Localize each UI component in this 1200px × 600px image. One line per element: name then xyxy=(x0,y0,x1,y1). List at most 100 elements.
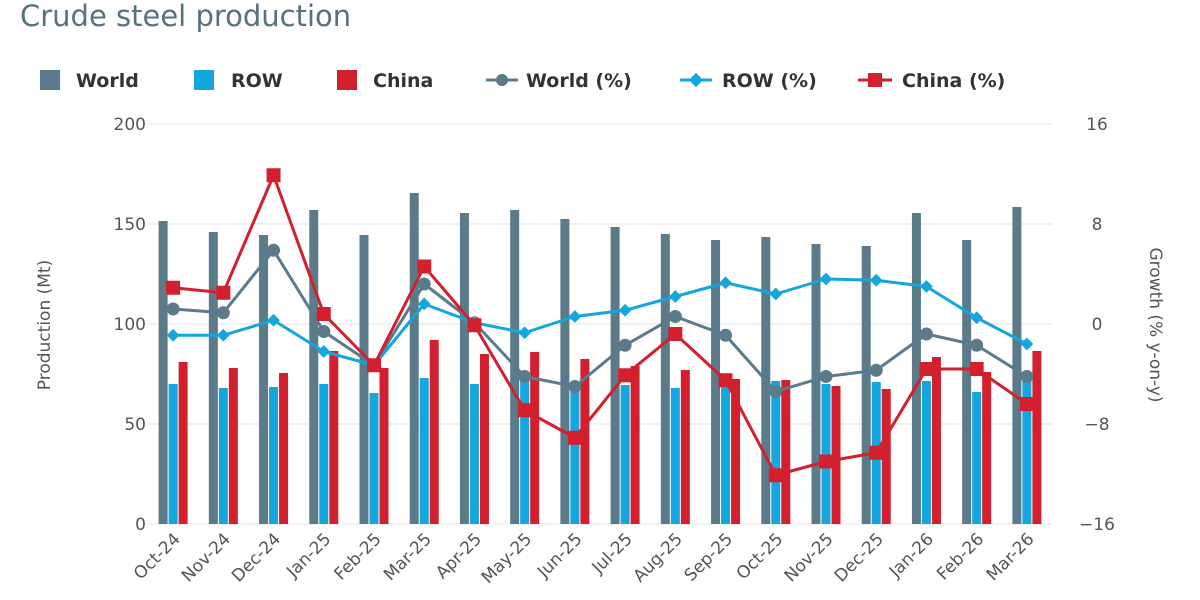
marker-world-pct-may-25 xyxy=(518,370,532,383)
marker-china-pct-oct-25 xyxy=(768,468,783,483)
y-axis-left-ticks: 0 50 100 150 200 xyxy=(114,115,146,535)
marker-row-pct-nov-25 xyxy=(819,272,833,286)
line-world-pct xyxy=(172,248,1028,393)
line-row-pct xyxy=(173,277,1028,367)
bar-china-jun-25 xyxy=(580,359,590,524)
bar-world-dec-24 xyxy=(259,235,269,524)
x-axis-ticks: Oct-24Nov-24Dec-24Jan-25Feb-25Mar-25Apr-… xyxy=(130,529,1038,587)
bar-row-oct-24 xyxy=(168,384,178,524)
legend-swatch-row xyxy=(194,70,214,90)
marker-world-pct-aug-25 xyxy=(668,310,682,323)
bar-world-feb-25 xyxy=(359,235,369,524)
bar-world-apr-25 xyxy=(459,213,469,524)
bar-china-mar-25 xyxy=(429,340,439,524)
marker-row-pct-oct-24 xyxy=(166,328,180,342)
marker-world-pct-sep-25 xyxy=(719,328,733,342)
legend-marker-world-pct xyxy=(496,74,508,86)
legend-item-china[interactable]: China xyxy=(337,70,433,92)
marker-world-pct-nov-24 xyxy=(216,306,230,320)
marker-china-pct-aug-25 xyxy=(668,327,683,341)
marker-china-pct-jun-25 xyxy=(567,430,582,445)
bar-row-dec-24 xyxy=(269,387,279,524)
marker-world-pct-mar-26 xyxy=(1020,370,1034,383)
bar-world-aug-25 xyxy=(660,234,670,524)
bar-world-mar-26 xyxy=(1012,207,1022,524)
x-tick-label: Oct-24 xyxy=(130,529,185,584)
lines xyxy=(166,168,1034,483)
marker-world-pct-feb-26 xyxy=(970,338,984,352)
y-left-tick-label: 50 xyxy=(124,415,146,435)
bar-china-jan-25 xyxy=(329,351,339,524)
bar-row-mar-26 xyxy=(1022,379,1032,524)
bar-world-feb-26 xyxy=(962,240,972,524)
legend[interactable]: World ROW China World (%) ROW (%) China … xyxy=(40,70,1005,92)
bar-world-mar-25 xyxy=(409,193,419,524)
bar-world-dec-25 xyxy=(861,246,871,524)
marker-china-pct-apr-25 xyxy=(467,318,482,333)
legend-label-row-pct: ROW (%) xyxy=(722,70,817,92)
marker-world-pct-jul-25 xyxy=(618,338,632,352)
legend-label-world: World xyxy=(76,70,139,92)
bar-china-nov-25 xyxy=(831,386,841,524)
x-tick-label: Dec-24 xyxy=(228,529,285,586)
x-tick-label: Nov-25 xyxy=(781,529,838,586)
bar-china-feb-26 xyxy=(982,372,992,524)
marker-china-pct-feb-26 xyxy=(969,362,984,376)
bar-row-mar-25 xyxy=(419,378,429,524)
bar-world-jan-26 xyxy=(911,213,921,524)
legend-label-china-pct: China (%) xyxy=(902,70,1005,92)
legend-item-world[interactable]: World xyxy=(40,70,139,92)
marker-china-pct-may-25 xyxy=(517,403,532,418)
legend-label-row: ROW xyxy=(231,70,283,92)
marker-row-pct-may-25 xyxy=(518,326,532,340)
x-tick-label: Mar-26 xyxy=(983,529,1039,585)
x-tick-label: Jul-25 xyxy=(588,529,637,578)
marker-world-pct-jun-25 xyxy=(568,380,582,393)
bar-china-nov-24 xyxy=(228,368,238,524)
y-left-tick-label: 200 xyxy=(114,115,146,135)
legend-item-row-pct[interactable]: ROW (%) xyxy=(680,70,817,92)
bar-world-sep-25 xyxy=(711,240,721,524)
x-tick-label: Dec-25 xyxy=(831,529,888,586)
legend-item-row[interactable]: ROW xyxy=(194,70,283,92)
marker-china-pct-nov-25 xyxy=(819,454,833,469)
bar-world-nov-24 xyxy=(208,232,218,524)
x-tick-label: May-25 xyxy=(478,529,536,587)
marker-china-pct-dec-24 xyxy=(266,168,281,183)
marker-world-pct-nov-25 xyxy=(819,370,833,383)
marker-world-pct-dec-24 xyxy=(267,243,281,257)
marker-row-pct-jan-25 xyxy=(317,345,331,358)
marker-china-pct-oct-24 xyxy=(166,280,181,295)
x-tick-label: Jan-25 xyxy=(282,529,335,582)
chart-title: Crude steel production xyxy=(20,0,351,33)
marker-china-pct-nov-24 xyxy=(216,285,231,300)
legend-item-china-pct[interactable]: China (%) xyxy=(858,70,1005,92)
bar-row-sep-25 xyxy=(721,383,731,524)
bar-row-aug-25 xyxy=(670,388,680,524)
x-tick-label: Sep-25 xyxy=(681,529,737,585)
bar-row-jun-25 xyxy=(570,383,580,524)
x-tick-label: Oct-25 xyxy=(733,529,788,584)
bar-row-may-25 xyxy=(520,380,530,524)
bar-china-jan-26 xyxy=(931,357,941,524)
gridlines xyxy=(148,123,1052,525)
marker-china-pct-feb-25 xyxy=(367,358,381,373)
x-tick-label: Jun-25 xyxy=(533,529,586,582)
y-left-tick-label: 150 xyxy=(114,215,146,235)
y-left-tick-label: 100 xyxy=(114,315,146,335)
y-right-tick-label: 16 xyxy=(1086,115,1108,135)
bar-china-aug-25 xyxy=(680,370,690,524)
marker-world-pct-jan-25 xyxy=(317,325,331,338)
bar-row-oct-25 xyxy=(771,381,781,524)
legend-item-world-pct[interactable]: World (%) xyxy=(486,70,632,92)
bar-china-mar-26 xyxy=(1032,351,1042,524)
y-right-tick-label: −16 xyxy=(1079,515,1115,535)
y-left-tick-label: 0 xyxy=(135,515,146,535)
y-right-tick-label: 0 xyxy=(1092,315,1103,335)
bar-row-jan-26 xyxy=(921,381,931,524)
bar-china-sep-25 xyxy=(731,379,741,524)
bar-row-nov-24 xyxy=(218,388,228,524)
marker-world-pct-dec-25 xyxy=(869,363,883,377)
marker-row-pct-dec-25 xyxy=(869,273,883,287)
marker-world-pct-oct-24 xyxy=(166,302,180,316)
